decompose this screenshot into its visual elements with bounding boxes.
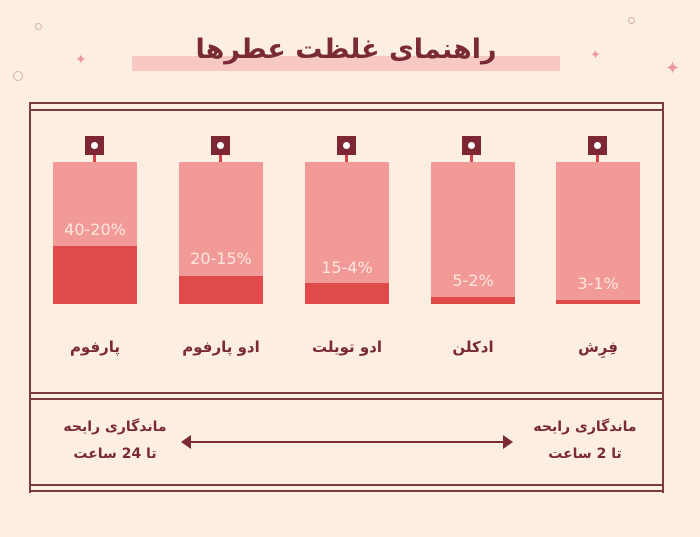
bottle-cap-icon <box>211 136 230 155</box>
bottle-fill <box>53 246 137 304</box>
concentration-label: 20-15% <box>190 249 252 268</box>
decor-ring-3 <box>628 17 635 24</box>
bottle-stem <box>93 155 96 163</box>
bottle-fraiche: 3-1% <box>556 162 640 304</box>
bottle-name: ادو تویلت <box>311 338 383 356</box>
concentration-label: 15-4% <box>321 258 373 277</box>
bottle-fill <box>431 297 515 304</box>
title-band <box>132 56 560 71</box>
longevity-left: ماندگاری رایحه تا 24 ساعت <box>40 414 190 468</box>
decor-ring-2 <box>13 71 23 81</box>
bottle-eau-de-parfum: 20-15% <box>179 162 263 304</box>
arrow-left-icon <box>181 435 191 449</box>
bottle-cap-icon <box>85 136 104 155</box>
bottle-fill <box>556 300 640 304</box>
frame-top-outer <box>29 102 664 104</box>
decor-ring-1 <box>35 23 42 30</box>
bottle-cap-icon <box>462 136 481 155</box>
concentration-label: 5-2% <box>452 271 494 290</box>
longevity-left-line2: تا 24 ساعت <box>73 446 157 462</box>
frame-divider-2 <box>29 398 664 400</box>
frame-top-inner <box>29 109 664 111</box>
frame-bottom-1 <box>29 484 664 486</box>
sparkle-icon: ✦ <box>590 48 601 63</box>
sparkle-icon: ✦ <box>75 52 87 68</box>
double-arrow-line <box>190 441 505 443</box>
bottle-name: پارفوم <box>69 338 121 356</box>
page-title: راهنمای غلظت عطرها <box>195 34 497 65</box>
frame-divider-1 <box>29 392 664 394</box>
bottle-stem <box>596 155 599 163</box>
bottle-fill <box>305 283 389 304</box>
arrow-right-icon <box>503 435 513 449</box>
frame-bottom-2 <box>29 490 664 492</box>
bottle-eau-de-toilette: 15-4% <box>305 162 389 304</box>
sparkle-icon: ✦ <box>665 58 681 79</box>
bottle-name: فِرِش <box>578 338 618 356</box>
bottle-stem <box>345 155 348 163</box>
bottle-name: ادکلن <box>452 338 494 356</box>
bottle-stem <box>219 155 222 163</box>
frame-right <box>662 102 664 493</box>
longevity-right-line1: ماندگاری رایحه <box>533 419 637 435</box>
frame-left <box>29 102 31 493</box>
bottle-stem <box>470 155 473 163</box>
longevity-right: ماندگاری رایحه تا 2 ساعت <box>510 414 660 468</box>
longevity-left-line1: ماندگاری رایحه <box>63 419 167 435</box>
concentration-label: 40-20% <box>64 220 126 239</box>
bottle-cap-icon <box>588 136 607 155</box>
longevity-right-line2: تا 2 ساعت <box>548 446 622 462</box>
bottle-parfum: 40-20% <box>53 162 137 304</box>
bottle-cologne: 5-2% <box>431 162 515 304</box>
bottle-fill <box>179 276 263 304</box>
bottle-name: ادو پارفوم <box>182 338 260 356</box>
bottle-cap-icon <box>337 136 356 155</box>
concentration-label: 3-1% <box>577 274 619 293</box>
